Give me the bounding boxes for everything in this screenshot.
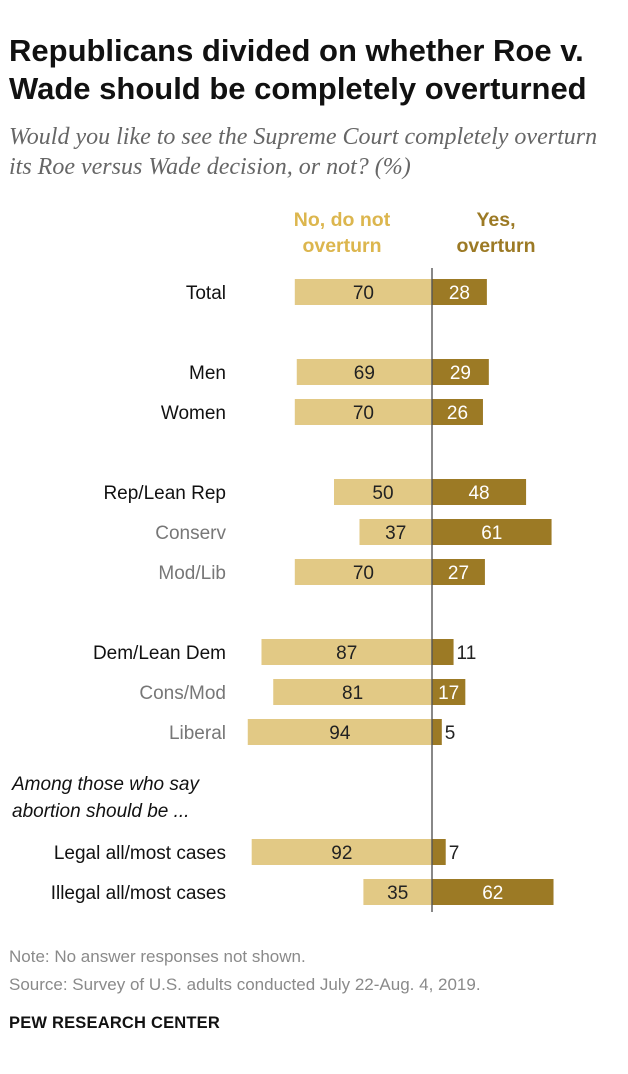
- data-label-no: 35: [387, 883, 408, 904]
- category-label: Illegal all/most cases: [51, 883, 226, 904]
- bar-yes-overturn: [432, 639, 454, 665]
- bar-no-overturn: [296, 359, 432, 385]
- data-label-no: 70: [353, 403, 374, 424]
- legend-yes-line2: overturn: [456, 235, 536, 257]
- legend-yes-line1: Yes,: [476, 209, 516, 231]
- data-label-no: 69: [354, 363, 375, 384]
- bar-no-overturn: [294, 559, 432, 585]
- legend-no-overturn: No, do not overturn: [272, 207, 412, 259]
- data-label-yes: 62: [482, 883, 503, 904]
- brand-logo-text: PEW RESEARCH CENTER: [9, 1014, 220, 1032]
- legend-yes-overturn: Yes, overturn: [426, 207, 566, 259]
- category-label: Total: [186, 283, 226, 304]
- bar-no-overturn: [294, 399, 432, 425]
- data-label-no: 50: [372, 483, 393, 504]
- bar-yes-overturn: [432, 879, 554, 905]
- bar-yes-overturn: [432, 839, 446, 865]
- data-label-yes: 48: [468, 483, 489, 504]
- category-label: Liberal: [169, 723, 226, 744]
- data-label-yes: 61: [481, 523, 502, 544]
- legend-no-line2: overturn: [302, 235, 382, 257]
- data-label-yes: 7: [449, 843, 460, 864]
- bar-yes-overturn: [432, 479, 527, 505]
- bar-yes-overturn: [432, 559, 485, 585]
- section-note-line2: abortion should be ...: [12, 801, 189, 822]
- data-label-yes: 11: [457, 643, 477, 664]
- bar-no-overturn: [273, 679, 432, 705]
- category-label: Women: [161, 403, 226, 424]
- data-label-yes: 28: [449, 283, 470, 304]
- category-label: Dem/Lean Dem: [93, 643, 226, 664]
- category-label: Legal all/most cases: [54, 843, 226, 864]
- data-label-no: 92: [331, 843, 352, 864]
- bar-no-overturn: [247, 719, 432, 745]
- diverging-bar-chart: Total 70 28 Men 69 29 Women 70 26 Rep/Lean Rep 50 4…: [11, 268, 554, 912]
- bar-no-overturn: [334, 479, 432, 505]
- data-label-yes: 29: [450, 363, 471, 384]
- bar-yes-overturn: [432, 359, 489, 385]
- data-label-no: 37: [385, 523, 406, 544]
- data-label-yes: 26: [447, 403, 468, 424]
- category-label: Cons/Mod: [139, 683, 226, 704]
- bar-no-overturn: [363, 879, 432, 905]
- data-label-no: 87: [336, 643, 357, 664]
- bar-no-overturn: [294, 279, 432, 305]
- category-label: Rep/Lean Rep: [103, 483, 226, 504]
- data-label-no: 70: [353, 563, 374, 584]
- bar-yes-overturn: [432, 279, 487, 305]
- bar-yes-overturn: [432, 679, 466, 705]
- data-label-no: 70: [353, 283, 374, 304]
- bar-yes-overturn: [432, 399, 483, 425]
- data-label-yes: 5: [445, 723, 456, 744]
- category-label: Men: [189, 363, 226, 384]
- chart-title: Republicans divided on whether Roe v. Wa…: [9, 33, 587, 106]
- data-label-yes: 17: [438, 683, 459, 704]
- footer-source: Source: Survey of U.S. adults conducted …: [9, 975, 481, 994]
- data-label-no: 81: [342, 683, 363, 704]
- category-label: Conserv: [155, 523, 226, 544]
- legend-no-line1: No, do not: [293, 209, 391, 231]
- bar-yes-overturn: [432, 519, 552, 545]
- section-note-line1: Among those who say: [11, 774, 200, 795]
- chart-subtitle: Would you like to see the Supreme Court …: [9, 124, 598, 180]
- footer-note: Note: No answer responses not shown.: [9, 947, 306, 966]
- bar-no-overturn: [251, 839, 432, 865]
- data-label-yes: 27: [448, 563, 469, 584]
- data-label-no: 94: [329, 723, 351, 744]
- bar-no-overturn: [261, 639, 432, 665]
- bar-no-overturn: [359, 519, 432, 545]
- category-label: Mod/Lib: [158, 563, 226, 584]
- bar-yes-overturn: [432, 719, 442, 745]
